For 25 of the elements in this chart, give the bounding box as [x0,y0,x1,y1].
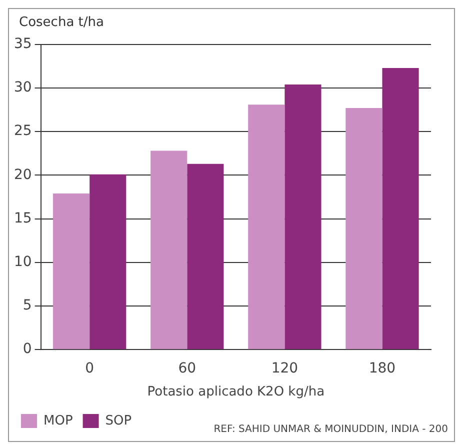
legend-label: SOP [105,413,132,428]
y-tick-label: 0 [22,341,32,358]
y-axis-title: Cosecha t/ha [19,15,104,30]
y-tick-label: 20 [14,166,32,183]
y-tick-label: 25 [14,123,32,140]
x-tick-label: 60 [178,360,196,377]
y-tick-label: 35 [14,36,32,52]
bar [53,194,90,350]
x-tick-label: 0 [85,360,94,377]
y-tick-label: 15 [14,210,32,226]
bar [248,104,285,350]
y-tick-label: 5 [22,298,32,314]
bar [382,68,419,350]
bar [150,150,188,350]
x-tick-label: 180 [368,360,396,377]
text: REF: SAHID UNMAR & MOINUDDIN, INDIA - 200 [214,424,448,435]
x-tick-label: 120 [271,360,298,377]
bar [187,164,224,350]
y-tick-label: 30 [14,80,32,96]
bar [346,108,382,350]
bar [90,174,126,350]
legend-label: MOP [44,413,73,428]
y-tick-label: 10 [14,254,32,270]
x-axis-title: Potasio aplicado K2O kg/ha [147,384,325,400]
bar [284,84,322,350]
